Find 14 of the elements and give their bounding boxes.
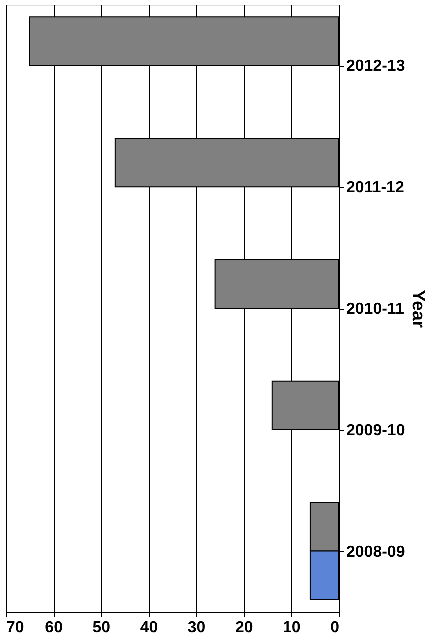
x-tick-label: 10 <box>283 620 301 636</box>
x-tick-label: 20 <box>235 620 254 636</box>
x-tick-label: 0 <box>330 620 340 636</box>
x-tick-label: 40 <box>140 620 158 636</box>
x-tick-label: 70 <box>6 620 24 636</box>
x-tick-label: 30 <box>188 620 206 636</box>
y-tick-label: 2010-11 <box>346 301 404 318</box>
x-tick-label: 60 <box>45 620 64 636</box>
y-tick-label: 2008-09 <box>346 544 406 561</box>
y-tick-label: 2011-12 <box>346 180 404 197</box>
x-tick-label: 50 <box>92 620 111 636</box>
y-tick-label: 2009-10 <box>346 422 406 440</box>
y-axis-title: Year <box>409 290 430 328</box>
y-tick-label: 2012-13 <box>346 58 406 76</box>
